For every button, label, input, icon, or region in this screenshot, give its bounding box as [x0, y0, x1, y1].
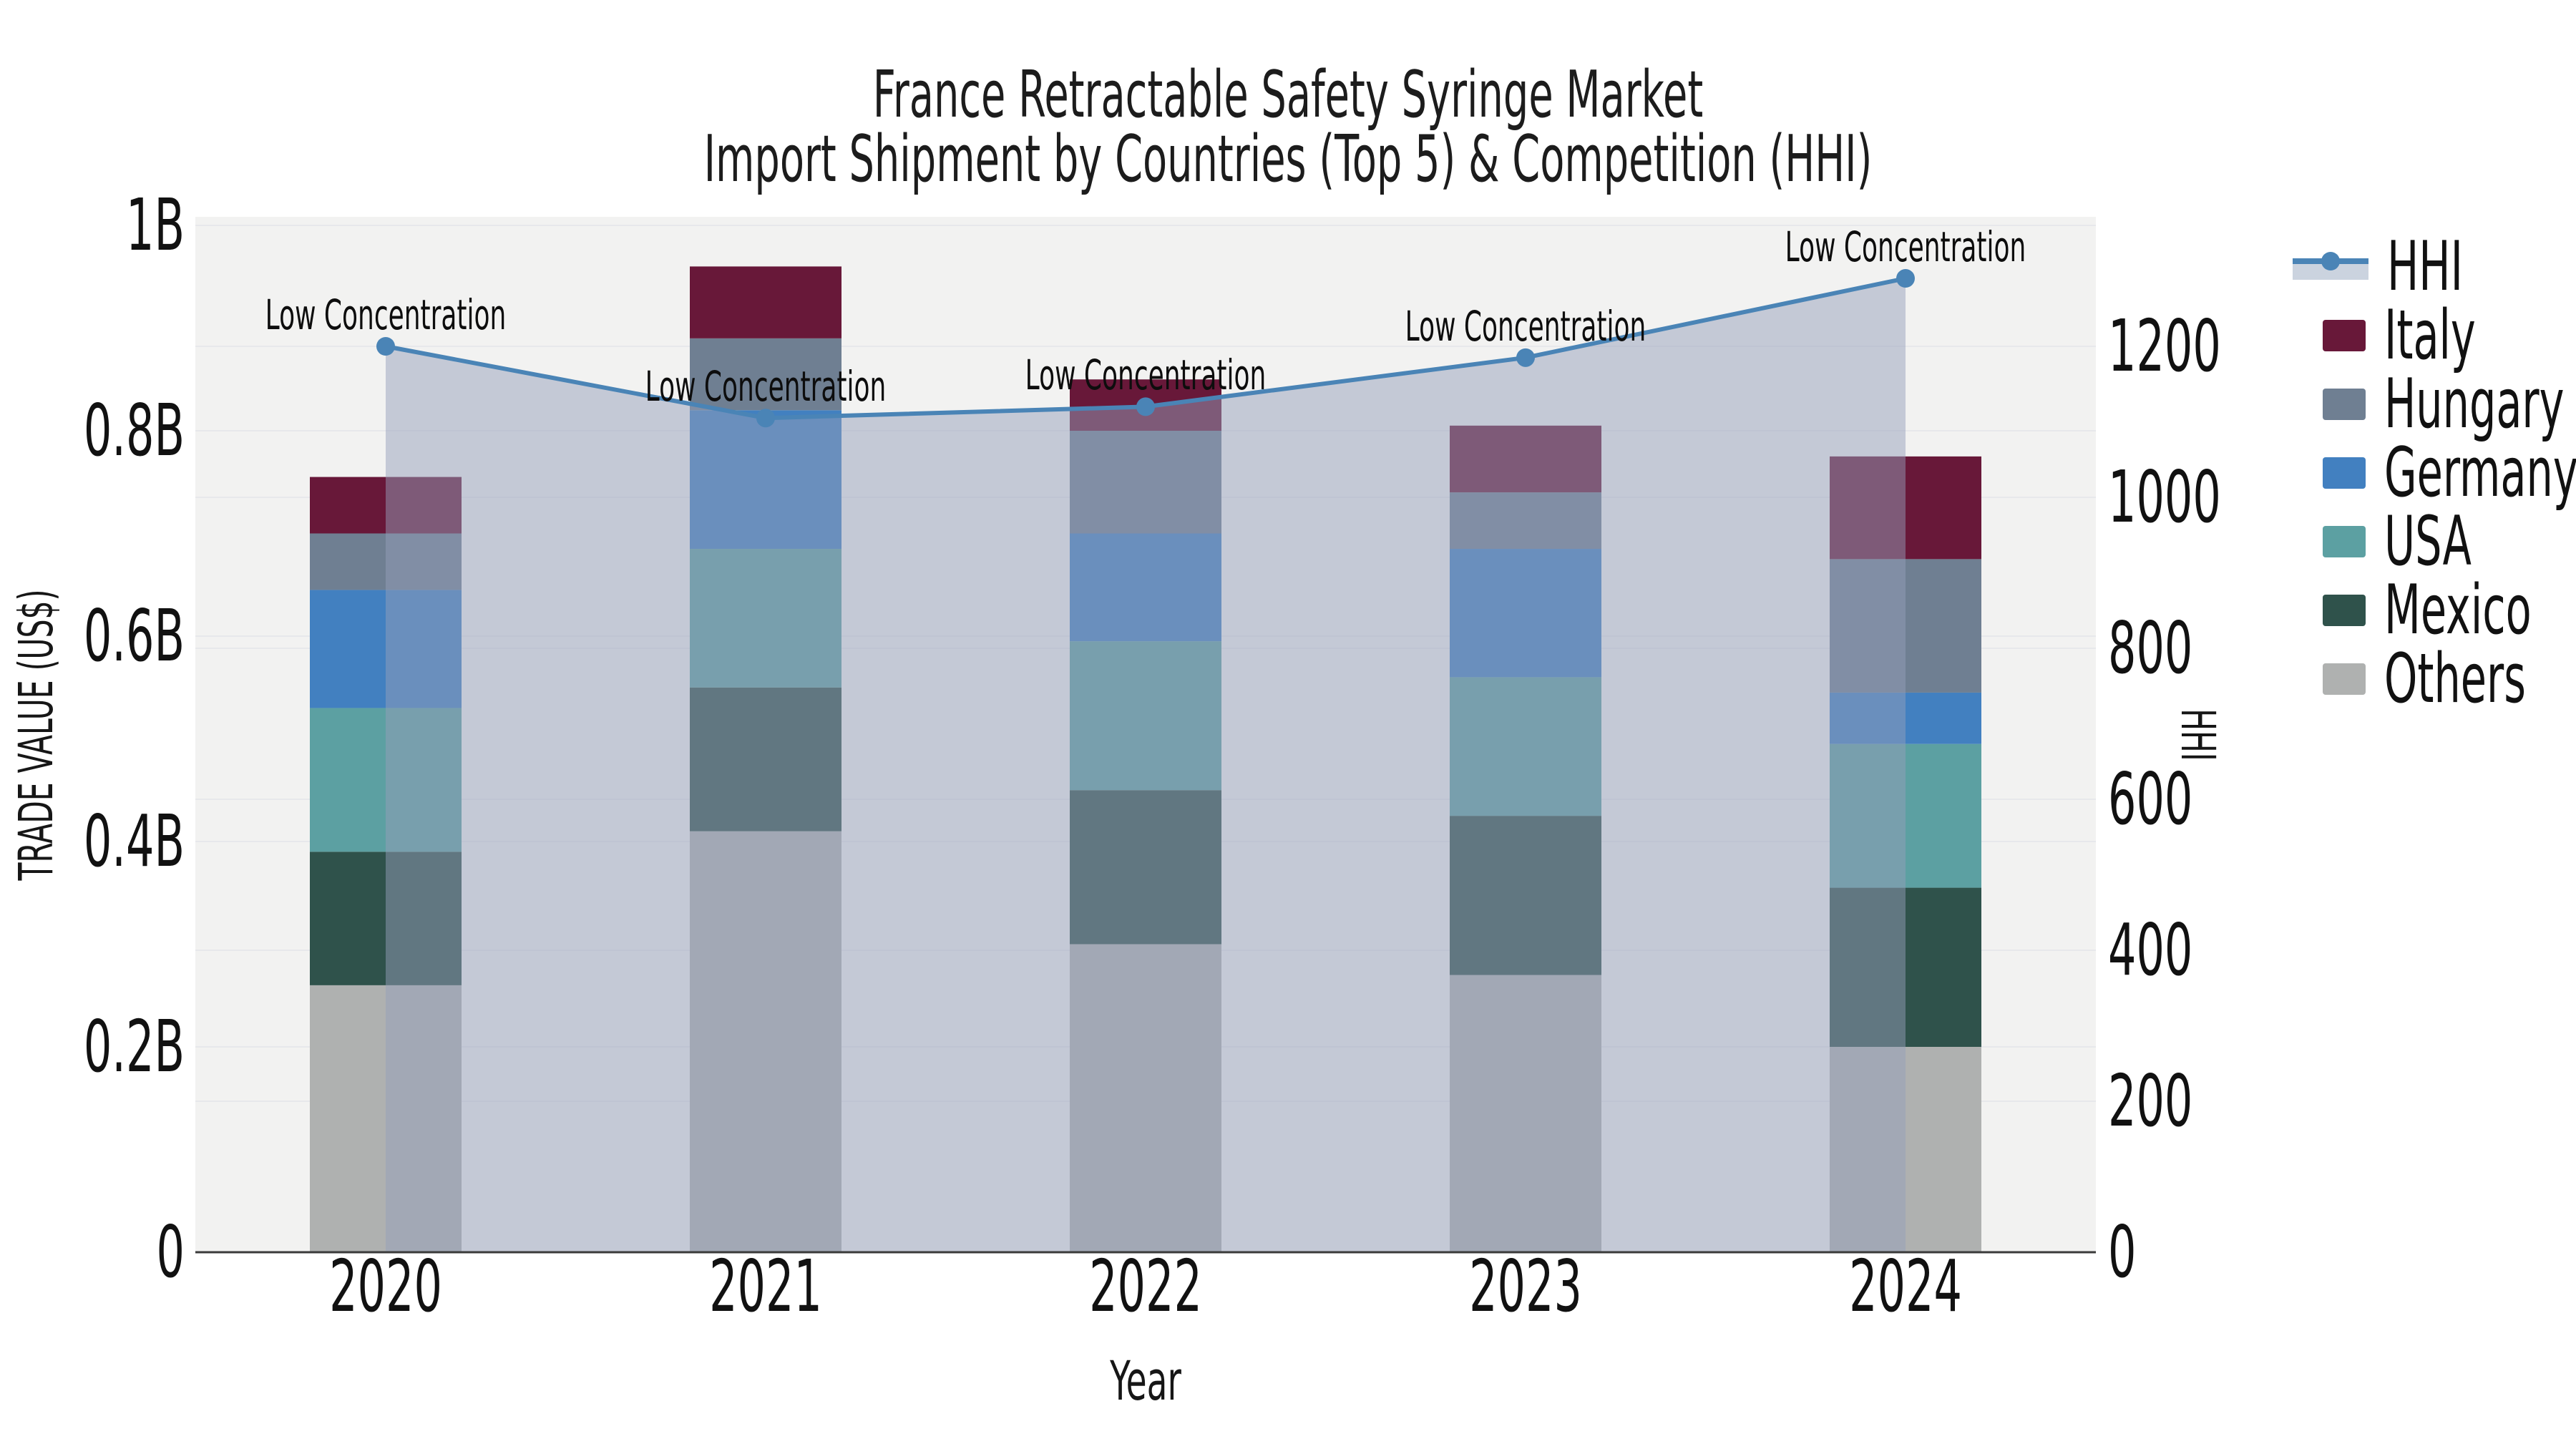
- y-left-tick-0.2B: 0.2B: [83, 1005, 185, 1088]
- legend-item-hungary[interactable]: Hungary: [2293, 370, 2576, 439]
- chart-title-line1: France Retractable Safety Syringe Market: [872, 57, 1704, 132]
- y-right-tick-400: 400: [2108, 908, 2193, 992]
- legend-hhi-line-icon: [2293, 251, 2368, 283]
- bar-segment-mexico-2024[interactable]: [1830, 887, 1981, 1047]
- bar-segment-hungary-2023[interactable]: [1450, 492, 1601, 550]
- bar-segment-italy-2021[interactable]: [690, 266, 841, 338]
- legend-swatch-usa: [2323, 526, 2366, 557]
- bar-segment-mexico-2021[interactable]: [690, 687, 841, 831]
- legend-hhi-marker-icon: [2321, 252, 2340, 270]
- annotation-2020: Low Concentration: [265, 291, 507, 339]
- y-left-tick-0: 0: [156, 1210, 185, 1294]
- legend-label-hungary: Hungary: [2384, 364, 2565, 444]
- bar-segment-germany-2023[interactable]: [1450, 549, 1601, 678]
- y-right-tick-800: 800: [2108, 606, 2193, 690]
- bar-segment-hungary-2021[interactable]: [690, 338, 841, 411]
- y-left-tick-0.6B: 0.6B: [83, 594, 185, 678]
- legend-swatch-italy: [2323, 320, 2366, 351]
- legend-item-others[interactable]: Others: [2293, 645, 2576, 713]
- bar-segment-germany-2022[interactable]: [1070, 533, 1221, 642]
- y-left-tick-0.4B: 0.4B: [83, 799, 185, 883]
- bar-segment-italy-2020[interactable]: [310, 477, 462, 534]
- legend-item-italy[interactable]: Italy: [2293, 301, 2532, 370]
- x-tick-2022: 2022: [1089, 1244, 1202, 1328]
- bar-segment-hungary-2020[interactable]: [310, 533, 462, 590]
- bar-segment-usa-2022[interactable]: [1070, 641, 1221, 791]
- legend-item-germany[interactable]: Germany: [2293, 439, 2576, 507]
- legend-label-mexico: Mexico: [2384, 570, 2532, 650]
- bar-segment-italy-2024[interactable]: [1830, 456, 1981, 560]
- legend-swatch-others: [2323, 663, 2366, 695]
- x-axis-title: Year: [1110, 1349, 1181, 1413]
- y-right-tick-200: 200: [2108, 1059, 2193, 1143]
- x-tick-2020: 2020: [329, 1244, 442, 1328]
- bar-segment-mexico-2020[interactable]: [310, 852, 462, 985]
- legend-swatch-germany: [2323, 457, 2366, 489]
- annotation-2023: Low Concentration: [1405, 301, 1646, 351]
- bar-segment-usa-2023[interactable]: [1450, 677, 1601, 816]
- hhi-area-fill: [386, 278, 1906, 1252]
- y-right-tick-0: 0: [2108, 1210, 2137, 1294]
- chart-title-line2: Import Shipment by Countries (Top 5) & C…: [703, 122, 1873, 197]
- legend-label-others: Others: [2384, 639, 2526, 718]
- bar-segment-germany-2024[interactable]: [1830, 692, 1981, 744]
- bar-segment-italy-2023[interactable]: [1450, 425, 1601, 493]
- hhi-marker-2021[interactable]: [756, 409, 775, 428]
- legend-item-usa[interactable]: USA: [2293, 507, 2525, 576]
- legend-swatch-hungary: [2323, 389, 2366, 420]
- bar-segment-others-2020[interactable]: [310, 985, 462, 1252]
- x-tick-2024: 2024: [1849, 1244, 1962, 1328]
- annotation-2021: Low Concentration: [645, 362, 887, 411]
- legend-swatch-mexico: [2323, 595, 2366, 626]
- bar-segment-hungary-2022[interactable]: [1070, 431, 1221, 534]
- bar-segment-mexico-2023[interactable]: [1450, 816, 1601, 975]
- y-right-tick-600: 600: [2108, 757, 2193, 841]
- hhi-marker-2022[interactable]: [1136, 397, 1155, 416]
- legend-label-hhi: HHI: [2387, 227, 2463, 306]
- hhi-marker-2024[interactable]: [1896, 269, 1915, 288]
- y-left-axis-title: TRADE VALUE (US$): [9, 589, 64, 881]
- bar-segment-others-2024[interactable]: [1830, 1047, 1981, 1252]
- bar-segment-germany-2020[interactable]: [310, 590, 462, 708]
- annotation-2022: Low Concentration: [1025, 351, 1267, 400]
- bar-segment-usa-2024[interactable]: [1830, 743, 1981, 888]
- bar-segment-germany-2021[interactable]: [690, 410, 841, 550]
- hhi-marker-2020[interactable]: [376, 337, 395, 356]
- y-right-tick-1000: 1000: [2108, 455, 2221, 539]
- bar-segment-hungary-2024[interactable]: [1830, 559, 1981, 693]
- bar-segment-usa-2021[interactable]: [690, 549, 841, 688]
- hhi-marker-2023[interactable]: [1516, 348, 1535, 367]
- legend-label-italy: Italy: [2384, 296, 2476, 375]
- y-left-tick-1B: 1B: [126, 183, 185, 267]
- bar-segment-others-2023[interactable]: [1450, 975, 1601, 1252]
- annotation-2024: Low Concentration: [1785, 223, 2026, 272]
- y-right-tick-1200: 1200: [2108, 304, 2221, 388]
- legend-label-germany: Germany: [2384, 433, 2576, 512]
- bar-segment-mexico-2022[interactable]: [1070, 790, 1221, 945]
- legend-item-mexico[interactable]: Mexico: [2293, 576, 2576, 645]
- legend-label-usa: USA: [2384, 502, 2472, 581]
- x-tick-2021: 2021: [709, 1244, 822, 1328]
- y-left-tick-0.8B: 0.8B: [83, 389, 185, 472]
- x-tick-2023: 2023: [1469, 1244, 1582, 1328]
- legend-item-hhi[interactable]: HHI: [2293, 233, 2509, 301]
- bar-segment-others-2022[interactable]: [1070, 944, 1221, 1253]
- bar-segment-usa-2020[interactable]: [310, 708, 462, 852]
- bar-segment-others-2021[interactable]: [690, 831, 841, 1252]
